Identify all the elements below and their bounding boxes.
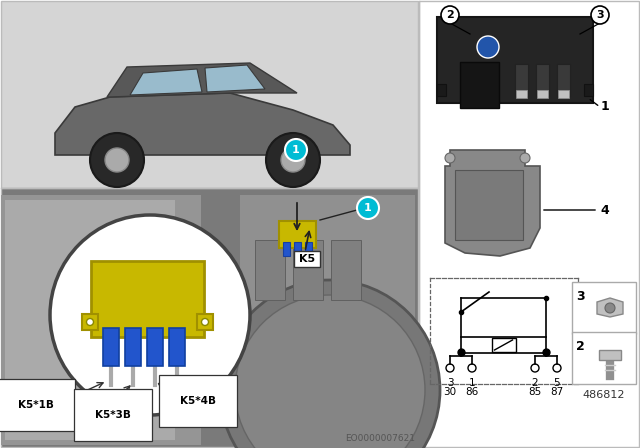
- FancyBboxPatch shape: [331, 240, 361, 300]
- FancyBboxPatch shape: [255, 240, 285, 300]
- FancyBboxPatch shape: [197, 314, 213, 330]
- FancyBboxPatch shape: [461, 337, 546, 353]
- Text: 86: 86: [465, 387, 479, 397]
- Circle shape: [446, 364, 454, 372]
- Text: K5: K5: [299, 254, 315, 264]
- FancyBboxPatch shape: [584, 84, 593, 96]
- FancyBboxPatch shape: [294, 242, 301, 256]
- Circle shape: [531, 364, 539, 372]
- Text: 1: 1: [600, 100, 609, 113]
- Circle shape: [266, 133, 320, 187]
- FancyBboxPatch shape: [460, 62, 499, 108]
- Text: EO0000007621: EO0000007621: [345, 434, 415, 443]
- Circle shape: [441, 6, 459, 24]
- Text: 1: 1: [364, 203, 372, 213]
- FancyBboxPatch shape: [557, 64, 570, 96]
- FancyBboxPatch shape: [169, 328, 185, 366]
- Text: 3: 3: [576, 290, 584, 303]
- Text: 3: 3: [596, 10, 604, 20]
- Text: 87: 87: [550, 387, 564, 397]
- Circle shape: [285, 139, 307, 161]
- FancyBboxPatch shape: [293, 240, 323, 300]
- FancyBboxPatch shape: [125, 328, 141, 366]
- Polygon shape: [107, 63, 297, 97]
- FancyBboxPatch shape: [558, 90, 569, 98]
- FancyBboxPatch shape: [572, 332, 636, 384]
- FancyBboxPatch shape: [305, 242, 312, 256]
- Text: 2: 2: [576, 340, 585, 353]
- Circle shape: [477, 36, 499, 58]
- FancyBboxPatch shape: [1, 195, 201, 445]
- FancyBboxPatch shape: [419, 1, 639, 447]
- FancyBboxPatch shape: [294, 251, 320, 267]
- Text: K5*1B: K5*1B: [18, 400, 54, 410]
- Circle shape: [605, 303, 615, 313]
- FancyBboxPatch shape: [240, 195, 415, 445]
- Circle shape: [553, 364, 561, 372]
- FancyBboxPatch shape: [1, 1, 418, 188]
- FancyBboxPatch shape: [437, 84, 446, 96]
- Text: K5*4B: K5*4B: [180, 396, 216, 406]
- Circle shape: [468, 364, 476, 372]
- Polygon shape: [130, 69, 202, 95]
- FancyBboxPatch shape: [516, 90, 527, 98]
- Polygon shape: [597, 298, 623, 317]
- FancyBboxPatch shape: [515, 64, 528, 96]
- Circle shape: [235, 295, 425, 448]
- Text: 3: 3: [447, 378, 453, 388]
- FancyBboxPatch shape: [572, 282, 636, 334]
- FancyBboxPatch shape: [91, 261, 204, 337]
- Circle shape: [591, 6, 609, 24]
- FancyBboxPatch shape: [536, 64, 549, 96]
- FancyBboxPatch shape: [5, 200, 175, 440]
- FancyBboxPatch shape: [599, 350, 621, 360]
- FancyBboxPatch shape: [283, 242, 290, 256]
- Text: 85: 85: [529, 387, 541, 397]
- Text: 1: 1: [292, 145, 300, 155]
- Polygon shape: [205, 65, 265, 92]
- Circle shape: [520, 153, 530, 163]
- Text: 5: 5: [554, 378, 560, 388]
- Circle shape: [105, 148, 129, 172]
- Text: 4: 4: [600, 203, 609, 216]
- Circle shape: [220, 280, 440, 448]
- Text: 1: 1: [468, 378, 476, 388]
- FancyBboxPatch shape: [279, 221, 316, 248]
- Polygon shape: [55, 93, 350, 155]
- Text: 2: 2: [446, 10, 454, 20]
- FancyBboxPatch shape: [455, 170, 523, 240]
- Circle shape: [90, 133, 144, 187]
- FancyBboxPatch shape: [103, 328, 119, 366]
- Text: 2: 2: [532, 378, 538, 388]
- Polygon shape: [445, 150, 540, 256]
- FancyBboxPatch shape: [437, 17, 593, 103]
- Text: 30: 30: [444, 387, 456, 397]
- Circle shape: [50, 215, 250, 415]
- FancyBboxPatch shape: [147, 328, 163, 366]
- Circle shape: [357, 197, 379, 219]
- FancyBboxPatch shape: [537, 90, 548, 98]
- Circle shape: [281, 148, 305, 172]
- Text: 486812: 486812: [583, 390, 625, 400]
- FancyBboxPatch shape: [492, 338, 515, 352]
- Circle shape: [445, 153, 455, 163]
- Text: K5*3B: K5*3B: [95, 410, 131, 420]
- FancyBboxPatch shape: [1, 188, 418, 447]
- Circle shape: [86, 319, 93, 326]
- FancyBboxPatch shape: [82, 314, 98, 330]
- Circle shape: [202, 319, 209, 326]
